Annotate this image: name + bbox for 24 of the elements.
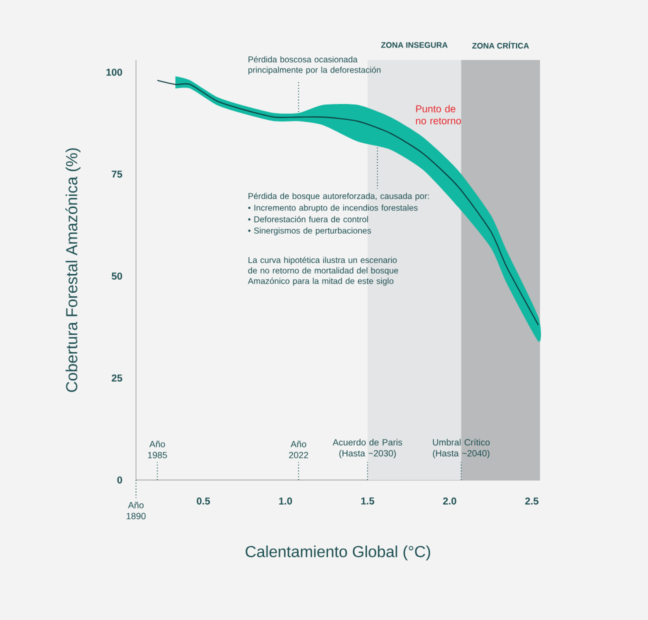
annotation: Pérdida boscosa ocasionada principalmente por la deforestación — [248, 56, 381, 75]
annotation: • Deforestación fuera de control — [248, 216, 368, 222]
ref-line-label: Año 2022 — [289, 440, 308, 458]
ref-line-label: Año 1985 — [148, 440, 167, 458]
y-tick-label: 100 — [106, 68, 122, 76]
x-tick-label: 1.0 — [279, 498, 292, 505]
y-tick-label: 50 — [112, 272, 122, 280]
annotation: • Incremento abrupto de incendios forestales — [248, 204, 418, 212]
x-tick-label: 2.0 — [443, 498, 456, 505]
ref-line-label: Año 1890 — [126, 502, 146, 520]
y-tick-label: 75 — [112, 170, 122, 178]
annotation: Punto de no retorno — [416, 105, 461, 124]
annotation: • Sinergismos de perturbaciones — [248, 227, 371, 236]
x-axis-title: Calentamiento Global (°C) — [246, 546, 430, 560]
ref-line-label: Acuerdo de Paris (Hasta ~2030) — [332, 438, 402, 458]
y-axis-title: Cobertura Forestal Amazónica (%) — [65, 148, 80, 392]
x-tick-label: 0.5 — [196, 498, 210, 505]
y-tick-label: 0 — [117, 476, 122, 484]
annotation: La curva hipotética ilustra un escenario de no retorno de mortalidad del bosque Amazónico para la mitad de este siglo — [248, 256, 398, 286]
annotation: Pérdida de bosque autoreforzada, causada por: — [248, 192, 429, 201]
x-tick-label: 1.5 — [361, 498, 374, 504]
x-tick-label: 2.5 — [525, 498, 538, 505]
y-tick-label: 25 — [112, 374, 122, 382]
ref-line-label: Umbral Crítico (Hasta ~2040) — [432, 438, 490, 458]
